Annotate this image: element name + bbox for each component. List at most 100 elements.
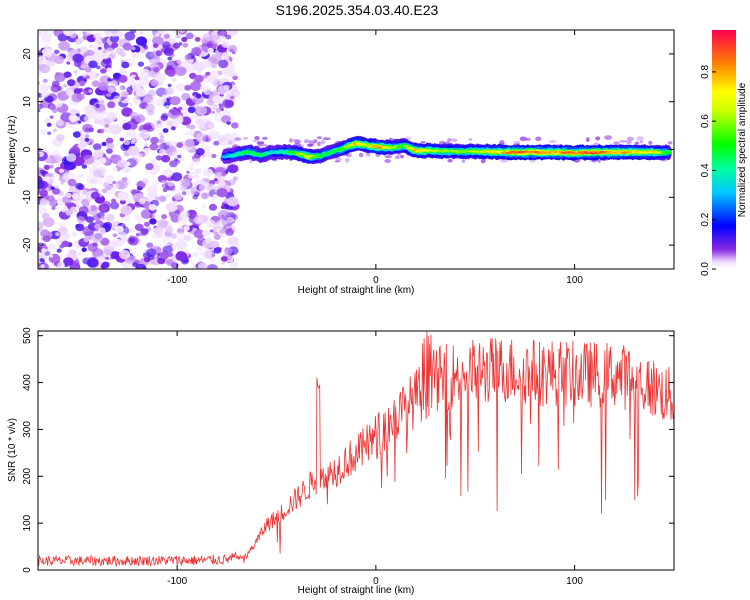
noise-blob [145,248,157,257]
noise-blob [316,136,323,140]
noise-blob [154,73,166,83]
noise-blob [231,89,241,97]
noise-blob [105,256,110,260]
noise-blob [59,231,71,241]
noise-blob [524,137,531,141]
noise-blob [49,104,56,111]
colorbar-tick-label: 0.6 [700,114,711,128]
noise-blob [166,69,176,77]
noise-blob [138,182,145,188]
noise-blob [38,30,41,37]
noise-blob [161,180,166,185]
noise-blob [176,57,186,66]
noise-blob [189,81,202,92]
noise-blob [42,217,55,228]
noise-blob [101,188,108,194]
noise-blob [103,30,111,35]
noise-blob [97,97,103,103]
noise-blob [137,61,144,67]
noise-blob [198,72,202,75]
noise-blob [202,229,211,237]
noise-blob [176,142,183,148]
noise-blob [38,82,40,86]
noise-blob [165,105,170,109]
noise-blob [138,129,150,140]
noise-blob [151,165,161,173]
noise-blob [149,99,156,105]
noise-blob [159,131,164,137]
noise-blob [56,134,65,142]
noise-blob [124,31,136,41]
noise-blob [619,139,627,143]
noise-blob [195,118,204,126]
noise-blob [221,52,229,59]
noise-blob [54,185,59,189]
noise-blob [134,76,140,81]
noise-blob [142,178,149,184]
noise-blob [203,39,209,44]
noise-blob [90,191,100,200]
noise-blob [42,235,51,242]
noise-blob [498,140,505,146]
noise-blob [192,251,199,257]
noise-blob [90,178,96,184]
noise-blob [162,94,167,98]
noise-blob [212,228,222,237]
noise-blob [39,189,48,197]
noise-blob [61,240,70,247]
noise-blob [121,107,133,117]
noise-blob [38,179,45,189]
noise-blob [123,92,128,96]
noise-blob [209,183,213,187]
noise-blob [197,262,208,269]
noise-blob [111,198,117,203]
noise-blob [67,123,73,129]
noise-blob [88,89,93,93]
noise-blob [128,102,133,106]
noise-blob [94,223,101,230]
noise-blob [46,122,52,127]
noise-blob [93,32,101,40]
noise-blob [166,193,171,198]
noise-blob [92,212,96,216]
noise-blob [193,216,203,225]
x-tick-label: 0 [373,576,379,587]
noise-blob [231,122,239,129]
noise-blob [74,38,83,45]
noise-blob [176,238,184,244]
y-tick-label: -20 [22,237,33,252]
noise-blob [75,182,84,190]
noise-blob [98,46,102,50]
noise-blob [141,153,146,157]
noise-blob [548,139,557,144]
noise-blob [56,119,64,127]
spectrogram-y-label: Frequency (Hz) [7,116,18,185]
noise-blob [120,223,126,228]
noise-blob [45,158,52,164]
y-tick-label: 0 [22,146,33,152]
snr-frame [37,330,675,571]
noise-blob [111,42,119,48]
noise-blob [88,60,98,69]
snr-plot: -100 0 100 0 100 200 300 400 500 Height of stra… [7,327,675,596]
noise-blob [38,227,40,233]
noise-blob [54,72,66,82]
noise-blob [44,44,49,48]
noise-blob [149,143,159,151]
noise-blob [221,261,226,265]
noise-blob [69,32,77,39]
noise-blob [208,203,218,211]
noise-blob [159,135,165,139]
noise-blob [210,54,222,64]
noise-blob [94,51,103,59]
noise-blob [188,129,196,136]
noise-blob [144,169,150,173]
noise-blob [101,53,110,60]
colorbar-tick-label: 0.2 [700,212,711,226]
noise-blob [104,249,112,256]
noise-blob [56,248,62,253]
noise-blob [136,216,145,223]
noise-blob [335,157,342,162]
noise-blob [50,84,61,93]
